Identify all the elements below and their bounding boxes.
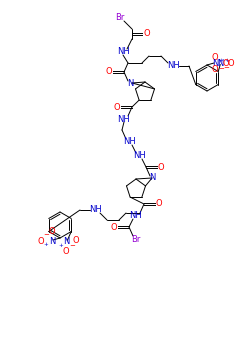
Text: O: O xyxy=(212,53,218,62)
Text: −: − xyxy=(43,232,49,238)
Text: Br: Br xyxy=(131,234,141,244)
Text: O: O xyxy=(63,247,70,256)
Text: O: O xyxy=(212,65,218,75)
Text: −: − xyxy=(218,66,224,72)
Text: N: N xyxy=(149,174,155,182)
Text: N: N xyxy=(127,78,133,88)
Text: O: O xyxy=(228,59,234,68)
Text: N: N xyxy=(63,237,70,246)
Text: NH: NH xyxy=(88,205,102,215)
Text: O: O xyxy=(223,58,229,68)
Text: NH: NH xyxy=(132,152,145,161)
Text: Br: Br xyxy=(115,13,125,21)
Text: −: − xyxy=(223,65,229,71)
Text: O: O xyxy=(38,237,44,245)
Text: O: O xyxy=(49,228,55,237)
Text: O: O xyxy=(114,103,120,112)
Text: N: N xyxy=(217,59,224,68)
Text: −: − xyxy=(69,243,75,248)
Text: +: + xyxy=(224,58,229,63)
Text: NH: NH xyxy=(130,211,142,220)
Text: +: + xyxy=(218,57,224,63)
Text: O: O xyxy=(106,68,112,77)
Text: O: O xyxy=(111,223,117,231)
Text: N: N xyxy=(49,237,55,245)
Text: NH: NH xyxy=(168,62,180,70)
Text: O: O xyxy=(158,162,164,172)
Text: N: N xyxy=(212,58,218,68)
Text: +: + xyxy=(44,241,49,246)
Text: NH: NH xyxy=(118,114,130,124)
Text: O: O xyxy=(144,29,150,38)
Text: O: O xyxy=(156,199,162,209)
Text: NH: NH xyxy=(116,48,130,56)
Text: NH: NH xyxy=(122,138,136,147)
Text: +: + xyxy=(58,243,63,248)
Text: O: O xyxy=(73,236,80,245)
